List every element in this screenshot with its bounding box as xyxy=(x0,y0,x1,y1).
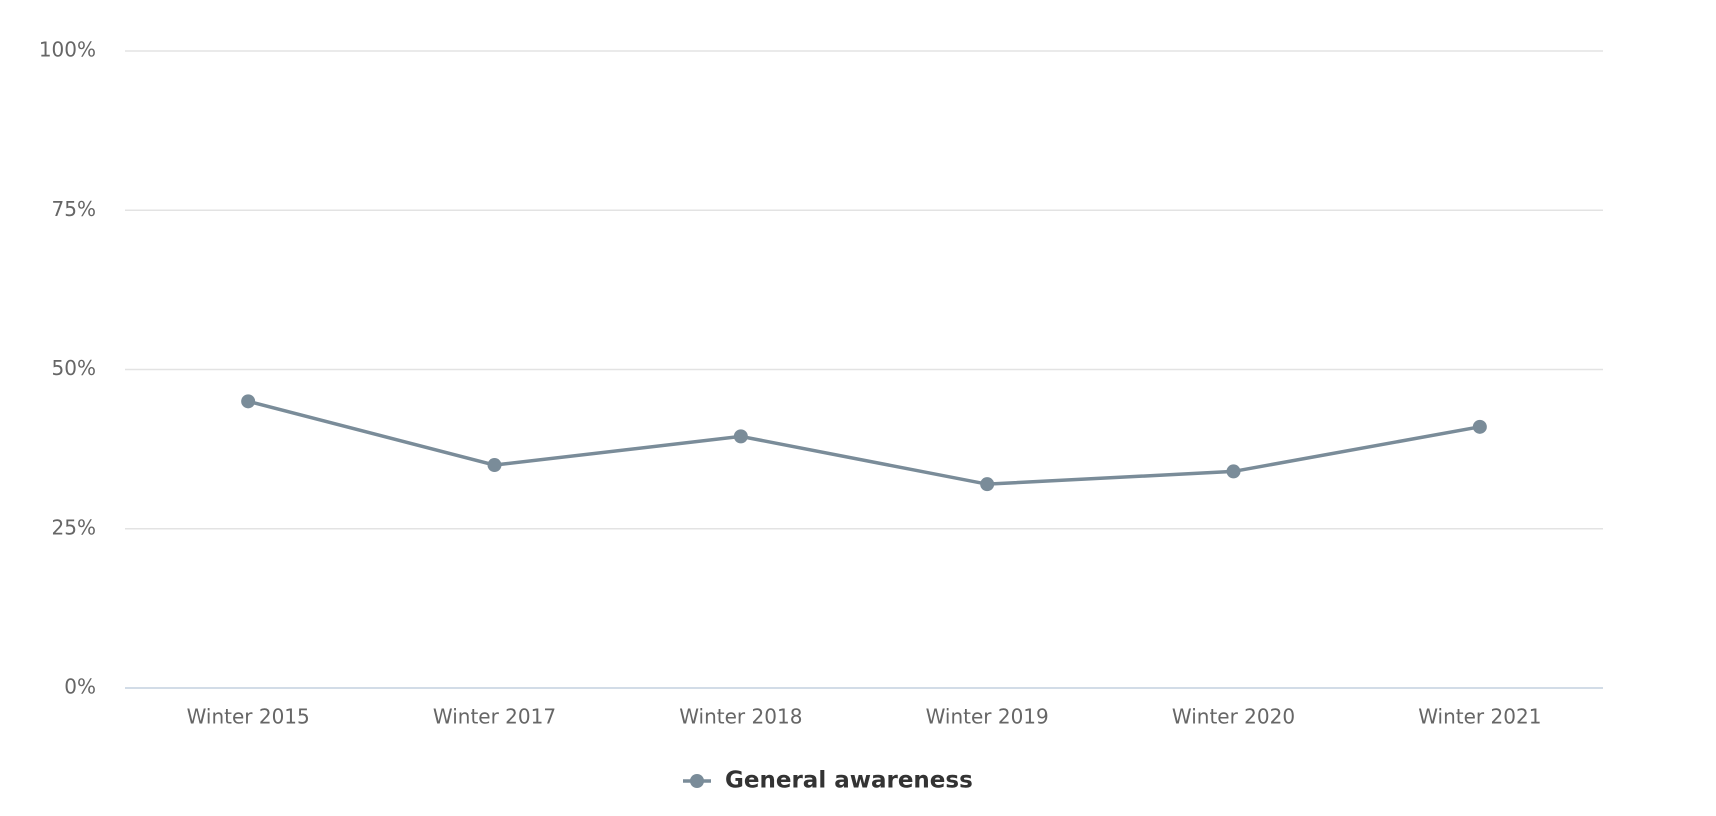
data-point xyxy=(241,394,256,409)
y-tick-label: 0% xyxy=(64,675,96,699)
legend-symbol xyxy=(690,774,704,788)
data-point xyxy=(487,458,502,473)
legend-label: General awareness xyxy=(725,768,973,794)
data-point xyxy=(1226,464,1241,479)
data-point xyxy=(733,429,748,444)
x-tick-label: Winter 2017 xyxy=(433,705,556,729)
data-point xyxy=(980,477,995,492)
x-tick-label: Winter 2021 xyxy=(1418,705,1541,729)
y-tick-label: 75% xyxy=(52,197,96,221)
x-tick-label: Winter 2019 xyxy=(926,705,1049,729)
series-line xyxy=(247,399,1481,486)
y-tick-label: 50% xyxy=(52,356,96,380)
y-tick-label: 25% xyxy=(52,515,96,539)
data-point xyxy=(1472,419,1487,434)
x-tick-label: Winter 2020 xyxy=(1172,705,1295,729)
x-tick-label: Winter 2018 xyxy=(679,705,802,729)
y-tick-label: 100% xyxy=(39,38,96,62)
x-tick-label: Winter 2015 xyxy=(187,705,310,729)
